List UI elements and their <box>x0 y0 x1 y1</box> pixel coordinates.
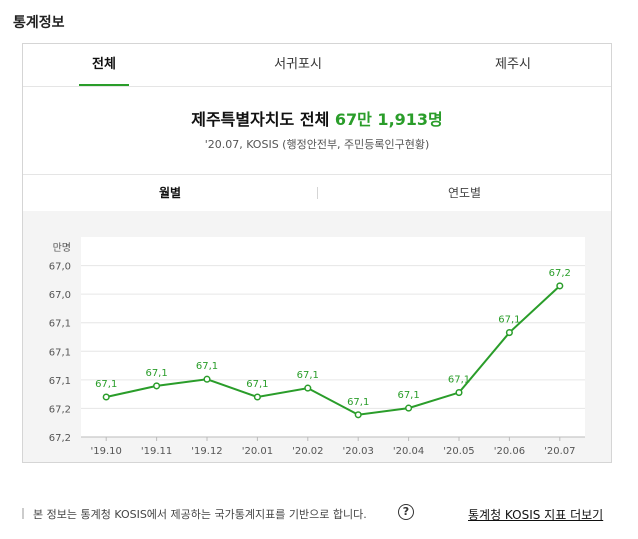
footer-divider <box>22 508 24 519</box>
data-point <box>203 375 211 383</box>
footer-note: 본 정보는 통계청 KOSIS에서 제공하는 국가통계지표를 기반으로 합니다. <box>33 508 367 521</box>
data-point <box>405 404 413 412</box>
tab-yearly[interactable]: 연도별 <box>447 186 482 200</box>
data-point <box>505 329 513 337</box>
tab-seogwipo[interactable]: 서귀포시 <box>263 44 333 86</box>
x-tick-label: '20.05 <box>443 446 474 457</box>
y-tick-label: 67,1 <box>49 376 71 387</box>
data-point <box>354 411 362 419</box>
tab-label: 서귀포시 <box>274 57 322 72</box>
tab-monthly[interactable]: 월별 <box>158 186 182 200</box>
data-label: 67,1 <box>297 370 319 381</box>
data-label: 67,1 <box>397 390 419 401</box>
tab-label: 제주시 <box>495 57 531 72</box>
data-label: 67,1 <box>246 379 268 390</box>
chart-area: 67,2 67,2 67,1 67,1 67,1 67,0 67,0 만명 '19.10 '19.… <box>23 211 611 462</box>
data-label: 67,1 <box>347 397 369 408</box>
population-value: 67만 1,913명 <box>334 110 443 129</box>
tab-all[interactable]: 전체 <box>79 44 129 86</box>
region-name: 제주특별자치도 전체 <box>191 110 330 129</box>
population-line-chart: 67,2 67,2 67,1 67,1 67,1 67,0 67,0 만명 '19.10 '19.… <box>49 237 585 457</box>
period-tabs: 월별 연도별 <box>23 174 611 212</box>
tab-divider <box>317 187 318 199</box>
population-headline: 제주특별자치도 전체 67만 1,913명 <box>23 106 611 130</box>
data-point <box>153 382 161 390</box>
x-tick-label: '19.12 <box>191 446 222 457</box>
x-tick-label: '20.06 <box>494 446 525 457</box>
source-line: '20.07, KOSIS (행정안전부, 주민등록인구현황) <box>204 138 430 151</box>
stats-card: 전체 서귀포시 제주시 제주특별자치도 전체 67만 1,913명 '20.07… <box>22 43 612 463</box>
data-point <box>455 389 463 397</box>
data-label: 67,1 <box>145 368 167 379</box>
x-tick-label: '19.11 <box>141 446 172 457</box>
kosis-more-link[interactable]: 통계청 KOSIS 지표 더보기 <box>468 508 604 522</box>
data-point <box>102 393 110 401</box>
help-icon[interactable]: ? <box>398 504 414 520</box>
y-tick-label: 67,0 <box>49 262 71 273</box>
x-tick-label: '20.04 <box>393 446 424 457</box>
y-tick-label: 67,0 <box>49 290 71 301</box>
data-label: 67,1 <box>498 315 520 326</box>
tab-label: 전체 <box>92 57 116 72</box>
active-tab-indicator <box>79 84 129 86</box>
x-tick-label: '20.02 <box>292 446 323 457</box>
data-label: 67,1 <box>196 361 218 372</box>
y-tick-label: 67,1 <box>49 319 71 330</box>
data-point <box>253 393 261 401</box>
y-axis-unit: 만명 <box>53 242 71 254</box>
region-tabs: 전체 서귀포시 제주시 <box>23 44 611 87</box>
data-label: 67,2 <box>549 268 571 279</box>
data-label: 67,1 <box>95 379 117 390</box>
tab-jeju-si[interactable]: 제주시 <box>483 44 543 86</box>
plot-background <box>81 237 585 437</box>
section-title: 통계정보 <box>13 15 65 31</box>
x-tick-label: '20.01 <box>242 446 273 457</box>
series-line <box>105 285 561 416</box>
y-tick-label: 67,2 <box>49 433 71 444</box>
data-point <box>304 384 312 392</box>
y-tick-label: 67,1 <box>49 347 71 358</box>
x-tick-label: '19.10 <box>91 446 122 457</box>
x-tick-label: '20.03 <box>343 446 374 457</box>
data-point <box>556 282 564 290</box>
y-tick-label: 67,2 <box>49 404 71 415</box>
data-label: 67,1 <box>448 375 470 386</box>
x-tick-label: '20.07 <box>544 446 575 457</box>
